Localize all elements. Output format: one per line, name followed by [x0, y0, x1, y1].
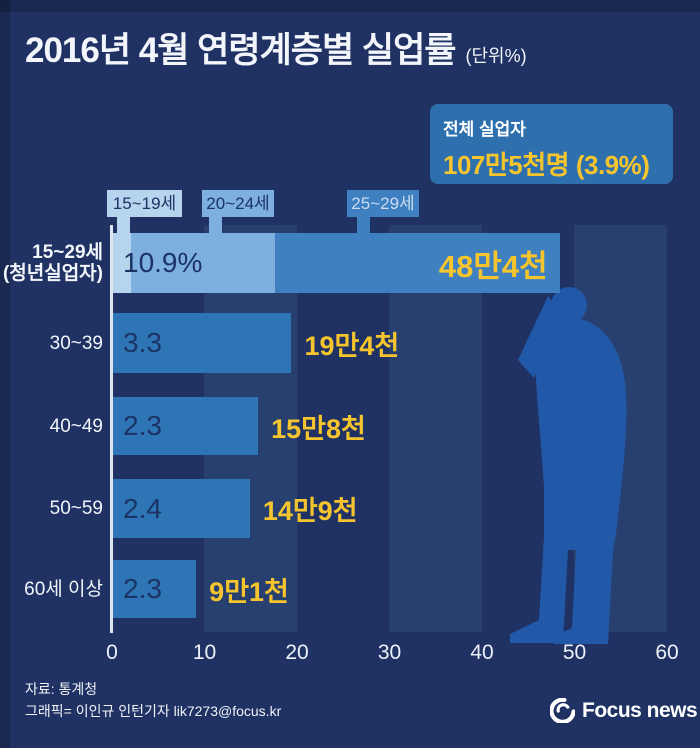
title-unit: (단위%): [465, 46, 527, 66]
focus-news-logo: Focus news: [550, 698, 698, 723]
category-label: 40~49: [49, 415, 103, 437]
rate-label: 2.3: [123, 410, 162, 441]
title-text: 2016년 4월 연령계층별 실업률: [25, 31, 456, 70]
category-label: 60세 이상: [24, 578, 103, 600]
rate-label: 2.3: [123, 573, 162, 604]
bar-segment-25-29: [274, 233, 560, 293]
category-label: 50~59: [49, 498, 103, 519]
y-axis-line: [110, 225, 113, 633]
x-tick-0: 0: [106, 641, 118, 664]
agebox-15-19: 15~19세: [107, 190, 182, 217]
x-tick-20: 20: [285, 641, 309, 664]
bar-15-29: 10.9% 48만4천: [112, 233, 560, 293]
bar-row-30-39: 30~39 3.3 19만4천: [0, 313, 700, 373]
category-label: 30~39: [49, 332, 103, 354]
count-label: 15만8천: [271, 413, 366, 444]
bar-row-15-29: 15~29세 (청년실업자) 10.9% 48만4천: [0, 233, 700, 293]
count-label: 9만1천: [209, 576, 289, 607]
bar-30-39: 3.3: [112, 313, 292, 373]
total-callout-value: 107만5천명 (3.9%): [443, 150, 650, 180]
x-tick-50: 50: [562, 641, 587, 664]
category-label: 15~29세 (청년실업자): [0, 233, 103, 293]
agebox-stem-25-29: [357, 217, 370, 234]
x-tick-60: 60: [655, 641, 679, 664]
page-title: 2016년 4월 연령계층별 실업률 (단위%): [25, 22, 527, 73]
bar-segment-20-24: [130, 233, 275, 293]
bar-row-50-59: 50~59 2.4 14만9천: [0, 479, 700, 538]
count-label: 19만4천: [304, 330, 400, 361]
x-tick-30: 30: [377, 641, 402, 664]
bar-row-60plus: 60세 이상 2.3 9만1천: [0, 560, 700, 618]
category-line2: (청년실업자): [2, 263, 103, 284]
source-note: 자료: 통계청: [25, 681, 98, 697]
person-silhouette: [510, 287, 627, 644]
bar-50-59: 2.4: [112, 479, 250, 538]
count-label: 48만4천: [438, 248, 548, 284]
rate-label: 2.4: [123, 492, 162, 524]
agebox-25-29: 25~29세: [347, 190, 419, 217]
category-line1: 15~29세: [32, 242, 103, 263]
agebox-20-24: 20~24세: [202, 190, 274, 217]
agebox-stem-20-24: [209, 217, 222, 234]
bar-40-49: 2.3: [112, 397, 259, 455]
bar-60plus: 2.3: [112, 560, 197, 618]
total-callout-label: 전체 실업자: [443, 120, 526, 139]
x-tick-10: 10: [192, 641, 217, 664]
credit-note: 그래픽= 이인규 인턴기자 lik7273@focus.kr: [25, 703, 282, 719]
bar-row-40-49: 40~49 2.3 15만8천: [0, 397, 700, 455]
frame-edge-left: [0, 0, 10, 748]
rate-label: 10.9%: [123, 247, 203, 278]
count-label: 14만9천: [262, 496, 358, 526]
total-callout: 전체 실업자 107만5천명 (3.9%): [430, 104, 673, 184]
bar-segment-15-19: [112, 233, 131, 293]
focus-news-logo-icon: [550, 698, 575, 723]
focus-news-logo-text: Focus news: [582, 698, 698, 722]
x-tick-40: 40: [470, 641, 494, 664]
rate-label: 3.3: [123, 327, 162, 358]
frame-edge-top: [0, 0, 700, 12]
agebox-stem-15-19: [117, 217, 130, 234]
